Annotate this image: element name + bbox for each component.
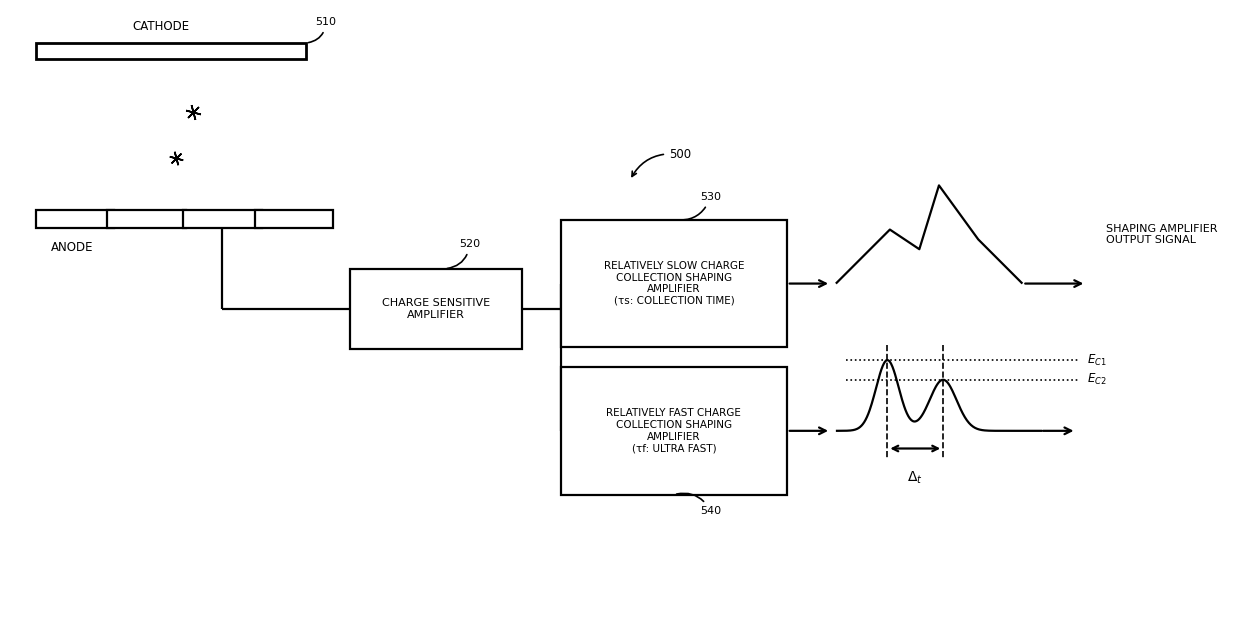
Bar: [560, 220, 787, 347]
Text: 500: 500: [632, 148, 691, 176]
Text: ANODE: ANODE: [51, 241, 93, 254]
Text: RELATIVELY SLOW CHARGE
COLLECTION SHAPING
AMPLIFIER
(τs: COLLECTION TIME): RELATIVELY SLOW CHARGE COLLECTION SHAPIN…: [604, 261, 744, 306]
Text: 540: 540: [677, 493, 720, 516]
Bar: [254, 210, 334, 227]
Bar: [560, 367, 787, 495]
Text: 530: 530: [677, 192, 720, 220]
Text: 510: 510: [309, 18, 336, 43]
Text: $E_{C2}$: $E_{C2}$: [1087, 372, 1107, 387]
Text: 520: 520: [448, 239, 480, 269]
Bar: [36, 43, 306, 59]
Text: CHARGE SENSITIVE
AMPLIFIER: CHARGE SENSITIVE AMPLIFIER: [382, 298, 490, 320]
Text: CATHODE: CATHODE: [133, 20, 190, 33]
Bar: [184, 210, 262, 227]
Bar: [350, 269, 522, 349]
Text: RELATIVELY FAST CHARGE
COLLECTION SHAPING
AMPLIFIER
(τf: ULTRA FAST): RELATIVELY FAST CHARGE COLLECTION SHAPIN…: [606, 408, 742, 453]
Text: $\Delta_t$: $\Delta_t$: [908, 470, 923, 487]
Bar: [108, 210, 186, 227]
Text: $E_{C1}$: $E_{C1}$: [1087, 352, 1107, 367]
Bar: [36, 210, 114, 227]
Text: SHAPING AMPLIFIER
OUTPUT SIGNAL: SHAPING AMPLIFIER OUTPUT SIGNAL: [1106, 224, 1218, 246]
